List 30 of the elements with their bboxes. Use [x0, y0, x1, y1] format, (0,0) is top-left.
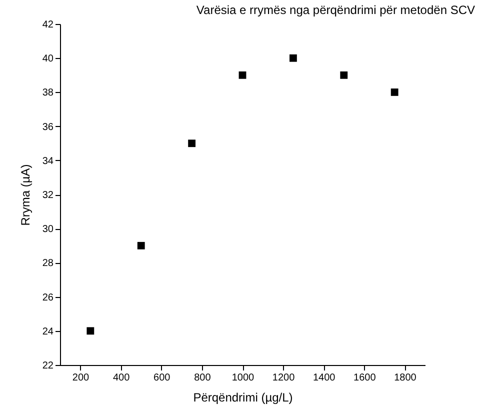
point	[289, 54, 297, 62]
x-tick-label: 1600	[354, 372, 376, 384]
point	[86, 327, 94, 335]
x-tick-label: 1400	[312, 372, 336, 384]
x-tick-label: 1000	[232, 372, 255, 384]
y-tick-label: 36	[42, 122, 54, 133]
y-tick-label: 40	[42, 54, 54, 65]
y-tick-label: 28	[42, 258, 54, 270]
y-tick-label: 22	[42, 360, 54, 372]
y-tick-label: 42	[42, 20, 54, 30]
x-tick-label: 1800	[394, 372, 417, 384]
y-tick-label: 30	[42, 224, 54, 236]
point	[340, 71, 348, 79]
y-tick-label: 34	[42, 156, 54, 167]
chart-title: Varësia e rrymës nga përqëndrimi për metodën SCV	[196, 3, 475, 17]
x-tick-label: 1200	[272, 372, 296, 384]
point	[188, 140, 196, 148]
y-tick-label: 26	[42, 292, 54, 304]
point	[137, 242, 145, 250]
x-tick-label: 600	[154, 372, 171, 384]
point	[238, 71, 246, 79]
x-axis-title: Përqëndrimi (µg/L)	[193, 390, 293, 404]
y-axis-title: Rryma (µA)	[18, 164, 32, 226]
point	[390, 88, 398, 96]
x-tick-label: 800	[194, 372, 212, 384]
y-tick-label: 32	[42, 190, 54, 201]
x-tick-label: 400	[112, 372, 130, 384]
x-tick-label: 200	[72, 372, 90, 384]
y-tick-label: 38	[42, 88, 54, 99]
y-tick-label: 24	[42, 326, 54, 338]
